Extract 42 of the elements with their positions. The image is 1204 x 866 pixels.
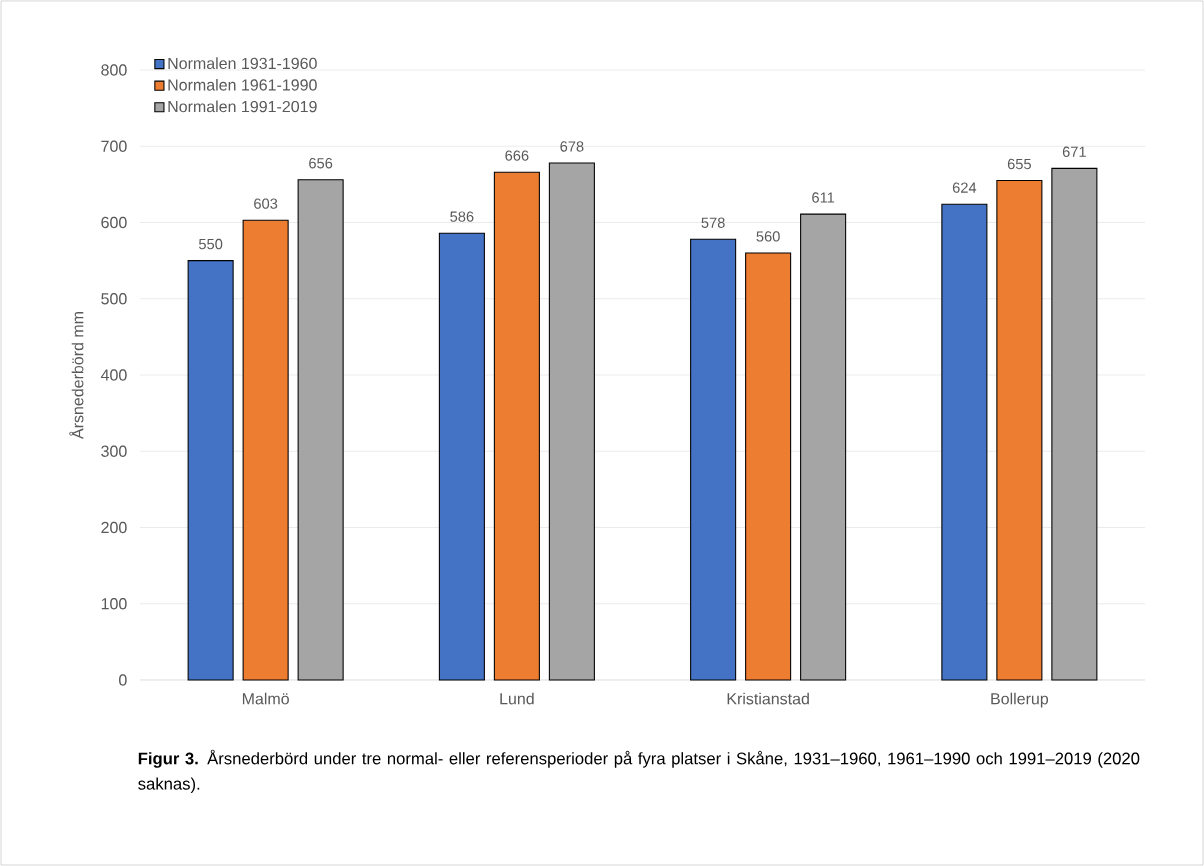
x-tick-label: Lund xyxy=(500,692,534,705)
bar xyxy=(800,213,847,681)
bar xyxy=(438,232,485,681)
x-tick-label: Kristianstad xyxy=(727,692,809,705)
bar xyxy=(493,171,540,681)
y-tick-label: 500 xyxy=(101,293,127,305)
bar xyxy=(242,219,289,681)
data-label: 671 xyxy=(1062,146,1086,157)
data-label: 655 xyxy=(1007,158,1031,170)
bar xyxy=(690,238,737,681)
y-tick-label: 300 xyxy=(101,445,127,457)
bar xyxy=(1051,167,1098,681)
data-label: 550 xyxy=(198,238,223,250)
data-label: 666 xyxy=(505,150,529,161)
legend-label: Normalen 1961-1990 xyxy=(168,78,317,91)
data-label: 624 xyxy=(952,182,977,193)
bar xyxy=(548,162,595,681)
y-tick-label: 0 xyxy=(119,674,127,686)
data-label: 560 xyxy=(756,231,780,242)
data-label: 603 xyxy=(254,198,278,209)
bar xyxy=(297,179,344,681)
y-tick-label: 400 xyxy=(100,369,127,381)
x-tick-label: Malmö xyxy=(242,692,289,705)
y-tick-label: 700 xyxy=(101,140,127,152)
bar xyxy=(187,260,234,681)
data-label: 578 xyxy=(701,217,725,228)
y-tick-label: 100 xyxy=(101,598,127,610)
bar xyxy=(745,252,792,681)
bar xyxy=(996,180,1043,681)
text: Figur 3. Årsnederbörd under tre normal- eller referensperioder på fyra platser i Skåne, 1931–1960, 1961–1990 och 1991–2019 (2020 saknas). xyxy=(138,749,1140,794)
data-label: 678 xyxy=(560,141,584,152)
data-label: 611 xyxy=(812,192,835,203)
y-tick-label: 200 xyxy=(101,521,127,534)
y-tick-label: 800 xyxy=(101,64,127,76)
y-tick-label: 600 xyxy=(101,216,127,229)
x-tick-label: Bollerup xyxy=(991,692,1049,708)
legend-label: Normalen 1991-2019 xyxy=(168,100,317,113)
legend-label: Normalen 1931-1960 xyxy=(168,57,317,70)
data-label: 656 xyxy=(309,158,333,169)
y-axis-title: Årsnederbörd mm xyxy=(69,312,84,439)
bar xyxy=(941,203,988,681)
data-label: 586 xyxy=(450,211,474,222)
